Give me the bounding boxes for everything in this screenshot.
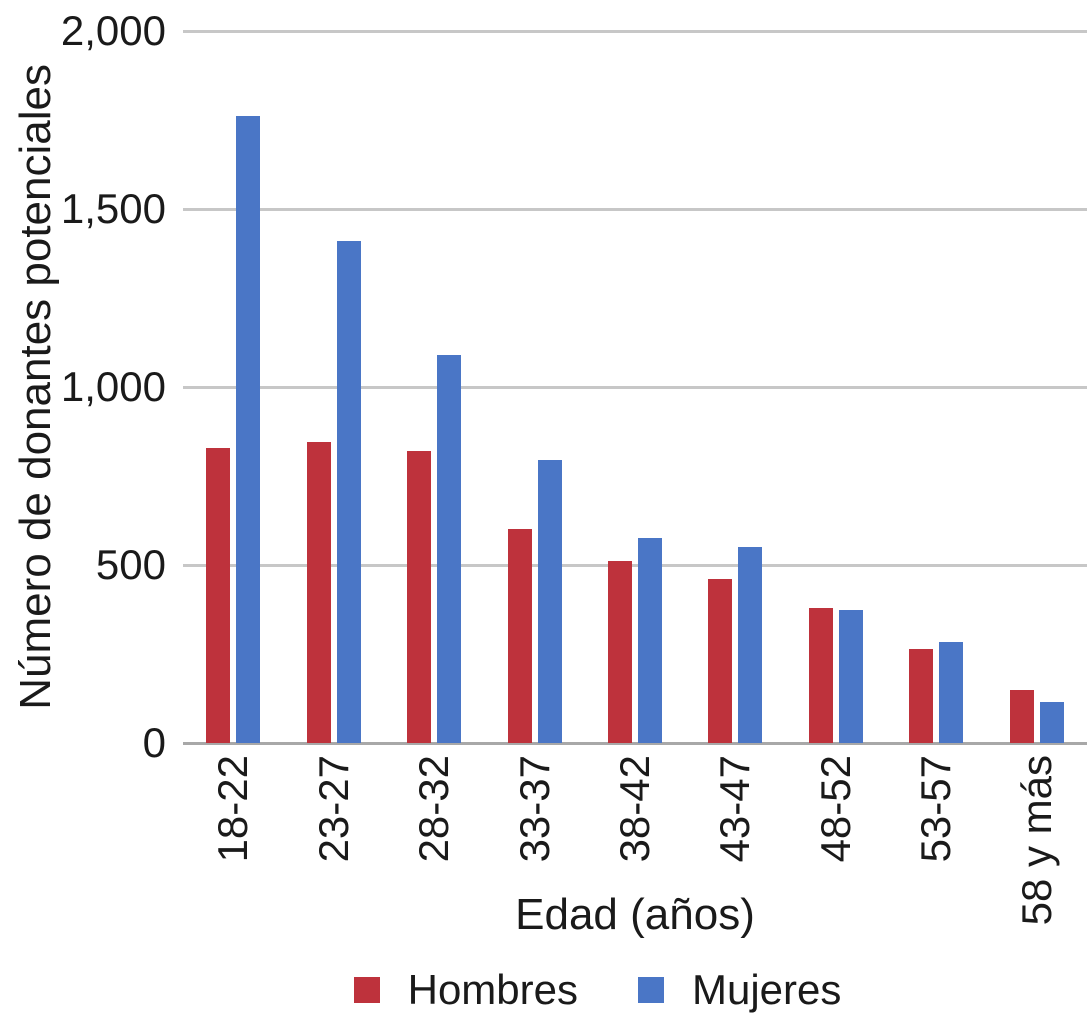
bar-group-38-42 (585, 31, 685, 743)
hombres-swatch-icon (353, 977, 380, 1003)
gridline-500 (183, 563, 1087, 567)
legend: Hombres Mujeres (54, 968, 1087, 1012)
bar-mujeres-33-37 (537, 459, 562, 743)
mujeres-swatch-icon (638, 977, 664, 1003)
legend-item-hombres: Hombres (353, 966, 578, 1013)
y-axis-tick-labels: 0 500 1,000 1,500 2,000 (0, 10, 166, 764)
x-axis-title: Edad (años) (515, 890, 755, 939)
y-tick-label-1,000: 1,000 (60, 363, 166, 410)
bar-mujeres-38-42 (637, 538, 662, 743)
bar-hombres-38-42 (607, 561, 632, 743)
bar-group-33-37 (484, 31, 584, 743)
bar-group-58 y más (987, 31, 1087, 743)
bar-hombres-28-32 (407, 451, 432, 743)
x-tick-label-48-52: 48-52 (811, 755, 859, 863)
gridline-1500 (183, 207, 1087, 211)
x-tick-label-18-22: 18-22 (209, 755, 257, 863)
bar-hombres-58 y más (1009, 689, 1034, 743)
y-tick-label-500: 500 (95, 541, 166, 588)
y-tick-label-1,500: 1,500 (60, 185, 166, 232)
bar-mujeres-58 y más (1039, 702, 1064, 743)
x-tick-label-23-27: 23-27 (309, 755, 357, 863)
bar-group-48-52 (786, 31, 886, 743)
bar-group-18-22 (183, 31, 283, 743)
bars-row (183, 31, 1087, 743)
gridline-1000 (183, 385, 1087, 389)
x-tick-label-43-47: 43-47 (711, 755, 759, 863)
bar-hombres-18-22 (206, 447, 231, 743)
bar-group-23-27 (283, 31, 383, 743)
bar-mujeres-48-52 (838, 609, 863, 743)
bar-hombres-53-57 (909, 648, 934, 743)
bar-hombres-48-52 (808, 607, 833, 743)
bar-group-43-47 (685, 31, 785, 743)
gridline-2000 (183, 29, 1087, 33)
bar-mujeres-18-22 (236, 116, 261, 743)
x-axis-line (183, 741, 1087, 745)
bar-mujeres-43-47 (738, 547, 763, 743)
bar-mujeres-28-32 (437, 354, 462, 743)
bar-group-53-57 (886, 31, 986, 743)
x-tick-label-58 y más: 58 y más (1012, 755, 1060, 926)
x-tick-label-28-32: 28-32 (410, 755, 458, 863)
bar-hombres-43-47 (708, 579, 733, 743)
bar-hombres-33-37 (507, 529, 532, 743)
legend-item-mujeres: Mujeres (638, 968, 841, 1012)
y-tick-label-2,000: 2,000 (60, 7, 166, 54)
bar-mujeres-23-27 (336, 241, 361, 743)
x-tick-label-53-57: 53-57 (912, 755, 960, 863)
legend-label-hombres: Hombres (407, 966, 578, 1013)
bar-mujeres-53-57 (939, 641, 964, 743)
x-tick-label-33-37: 33-37 (510, 755, 558, 863)
bar-hombres-23-27 (306, 442, 331, 743)
legend-label-mujeres: Mujeres (692, 966, 842, 1013)
plot-area (183, 29, 1087, 745)
y-tick-label-0: 0 (142, 719, 166, 766)
x-tick-label-38-42: 38-42 (611, 755, 658, 863)
bar-group-28-32 (384, 31, 484, 743)
